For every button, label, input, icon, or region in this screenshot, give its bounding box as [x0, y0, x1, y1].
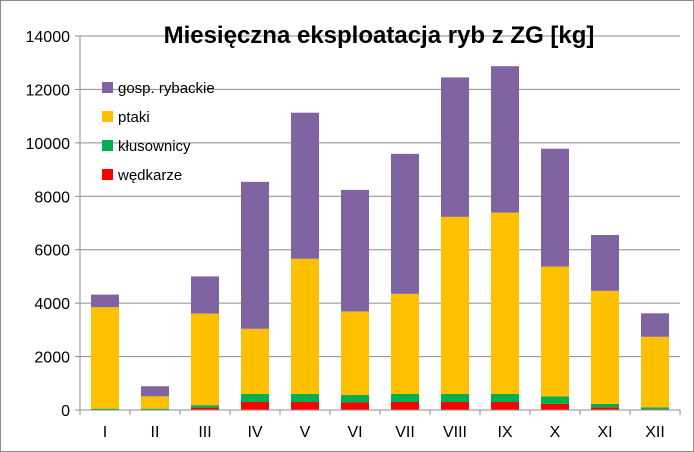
x-tick-label: I — [103, 424, 107, 441]
bar-segment — [391, 293, 419, 394]
bar-segment — [191, 313, 219, 406]
chart-title: Miesięczna eksploatacja ryb z ZG [kg] — [164, 22, 595, 49]
legend-label: wędkarze — [117, 167, 182, 184]
y-tick-label: 6000 — [34, 243, 70, 260]
bar-segment — [91, 307, 119, 409]
x-tick-label: XI — [597, 424, 612, 441]
bar-segment — [341, 189, 369, 312]
bar-segment — [191, 407, 219, 410]
x-tick-label: IV — [247, 424, 262, 441]
bar-segment — [641, 407, 669, 410]
bar-segment — [491, 212, 519, 394]
bar-segment — [341, 395, 369, 403]
bar-segment — [441, 77, 469, 217]
x-tick-label: II — [151, 424, 160, 441]
bar-segment — [591, 407, 619, 410]
bar-segment — [141, 408, 169, 410]
legend-label: ptaki — [118, 109, 150, 126]
bar-segment — [541, 403, 569, 410]
bar-segment — [491, 66, 519, 213]
bar-segment — [91, 294, 119, 308]
y-tick-label: 12000 — [26, 82, 71, 99]
legend: gosp. rybackie ptaki kłusownicy wędkarze — [102, 80, 215, 184]
y-tick-label: 0 — [61, 403, 70, 420]
bar-segment — [641, 313, 669, 337]
y-tick-label: 2000 — [34, 350, 70, 367]
legend-swatch — [102, 169, 113, 180]
bar-segment — [91, 408, 119, 410]
bar-segment — [141, 386, 169, 397]
bar-segment — [541, 266, 569, 397]
bar-segment — [491, 393, 519, 402]
bar-segment — [141, 396, 169, 409]
legend-label: kłusownicy — [118, 138, 191, 155]
bar-segment — [241, 401, 269, 410]
bar-segment — [391, 153, 419, 294]
bar-segment — [391, 401, 419, 410]
bar-segment — [441, 401, 469, 410]
x-tick-label: XII — [645, 424, 665, 441]
x-tick-label: V — [300, 424, 311, 441]
bar-segment — [591, 403, 619, 408]
y-tick-label: 8000 — [34, 189, 70, 206]
bar-segment — [291, 258, 319, 394]
bars — [91, 66, 669, 410]
x-tick-label: VII — [395, 424, 415, 441]
bar-segment — [341, 402, 369, 410]
bar-segment — [491, 401, 519, 410]
x-tick-label: X — [550, 424, 561, 441]
bar-segment — [541, 148, 569, 267]
gridlines — [80, 35, 680, 358]
legend-label: gosp. rybackie — [118, 80, 215, 97]
bar-segment — [591, 235, 619, 291]
x-tick-label: III — [198, 424, 211, 441]
y-tick-label: 14000 — [26, 29, 71, 46]
bar-segment — [541, 396, 569, 404]
bar-segment — [441, 216, 469, 394]
bar-segment — [191, 405, 219, 408]
bar-segment — [241, 328, 269, 394]
bar-segment — [391, 393, 419, 402]
legend-swatch — [102, 82, 113, 93]
bar-segment — [291, 401, 319, 410]
x-tick-label: VI — [347, 424, 362, 441]
legend-swatch — [102, 140, 113, 151]
bar-segment — [591, 290, 619, 404]
x-tick-label: IX — [497, 424, 512, 441]
bar-segment — [641, 336, 669, 408]
bar-segment — [291, 112, 319, 259]
legend-swatch — [102, 111, 113, 122]
x-tick-label: VIII — [443, 424, 467, 441]
y-tick-label: 10000 — [26, 136, 71, 153]
bar-segment — [241, 181, 269, 329]
bar-segment — [291, 393, 319, 402]
bar-segment — [191, 276, 219, 314]
bar-segment — [441, 393, 469, 402]
y-tick-label: 4000 — [34, 296, 70, 313]
bar-segment — [241, 393, 269, 402]
bar-segment — [341, 311, 369, 396]
